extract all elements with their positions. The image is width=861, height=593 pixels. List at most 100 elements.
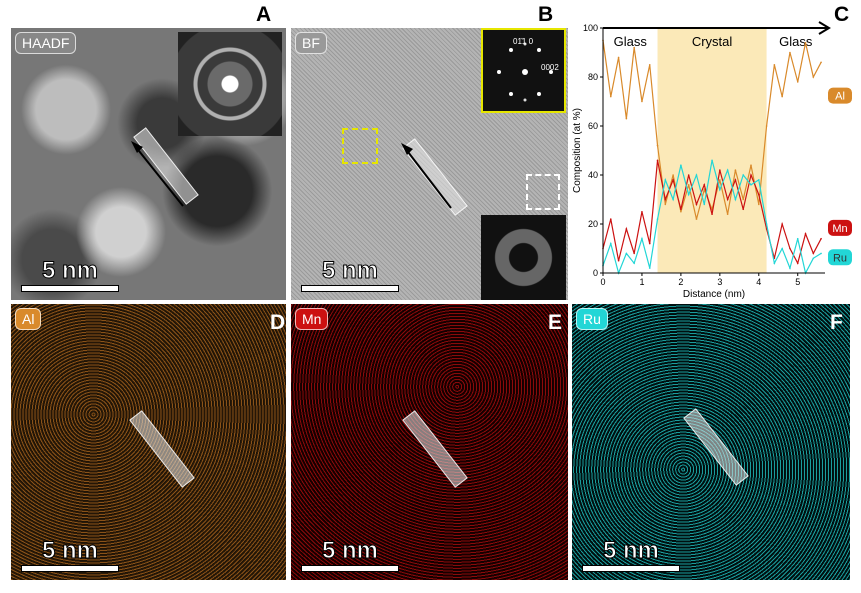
series-point-mn-4 (633, 252, 635, 255)
panel-a-letter: A (256, 3, 272, 26)
series-point-ru-19 (750, 184, 752, 186)
crystal-region-band (657, 28, 767, 273)
series-point-al-2 (617, 56, 620, 59)
series-point-mn-27 (812, 252, 815, 255)
series-point-ru-4 (633, 262, 635, 265)
series-point-mn-16 (726, 198, 729, 201)
series-point-mn-17 (734, 179, 737, 181)
panel-d-scale-label: 5 nm (41, 537, 98, 564)
series-point-mn-18 (742, 208, 745, 211)
panel-a-haadf-image: HAADF 5 nm (11, 28, 286, 300)
x-tick-label-1: 1 (639, 277, 644, 287)
series-point-ru-15 (719, 188, 721, 191)
series-point-mn-15 (719, 169, 721, 171)
series-point-al-13 (703, 188, 706, 191)
series-point-mn-11 (687, 174, 690, 176)
series-point-ru-16 (726, 169, 729, 171)
scan-direction-arrowhead (818, 21, 831, 35)
white-selection-box (526, 174, 560, 210)
y-tick-label-2: 40 (588, 170, 598, 180)
series-point-al-19 (750, 164, 752, 166)
panel-d-line-scan-marker (129, 410, 195, 488)
x-tick-label-5: 5 (795, 277, 800, 287)
series-point-mn-7 (656, 159, 659, 162)
series-point-mn-2 (617, 259, 620, 262)
panel-b-bf-image: BF 01̄1 0 0002 5 nm (291, 28, 568, 300)
diffraction-pattern-inset (178, 32, 282, 136)
series-point-ru-25 (796, 237, 799, 240)
panel-f-scale-label: 5 nm (602, 537, 659, 564)
series-point-al-9 (672, 174, 674, 176)
panel-e-element-tag: Mn (295, 308, 329, 330)
panel-b-scan-direction-arrow (401, 143, 452, 209)
panel-f-scale-line (582, 565, 680, 572)
series-point-al-12 (695, 218, 698, 220)
x-tick-label-0: 0 (600, 277, 605, 287)
series-point-al-21 (765, 125, 768, 127)
series-point-ru-28 (820, 252, 822, 255)
series-tag-ru (828, 249, 852, 266)
x-axis-label: Distance (nm) (683, 289, 745, 300)
series-point-mn-19 (750, 174, 752, 176)
panel-d-scale-line (21, 565, 119, 572)
series-point-mn-24 (789, 247, 791, 250)
panel-b-scale-line (301, 285, 399, 292)
panel-d-element-tag: Al (15, 308, 42, 330)
series-point-mn-6 (648, 242, 651, 245)
series-point-mn-5 (641, 210, 643, 213)
y-axis-label: Composition (at %) (572, 108, 583, 193)
fft-spots-top: 01̄1 0 0002 (497, 37, 559, 102)
y-tick-label-1: 20 (588, 219, 598, 229)
series-tag-label-al: Al (835, 91, 845, 103)
series-point-ru-7 (656, 218, 659, 220)
panel-c-letter: C (834, 3, 850, 26)
series-point-al-11 (687, 184, 690, 186)
composition-line-profile-chart: Glass Crystal Glass 0 1 2 3 4 5 0 20 40 60 80 100 Dista… (570, 0, 861, 300)
series-point-mn-20 (757, 193, 760, 196)
series-point-al-6 (648, 63, 651, 66)
series-point-mn-23 (781, 223, 783, 225)
series-point-mn-26 (804, 233, 807, 235)
series-point-al-17 (734, 169, 737, 171)
series-point-ru-22 (773, 262, 776, 265)
series-point-al-1 (609, 95, 612, 98)
series-point-al-10 (680, 210, 682, 213)
fft-inset-bottom (481, 215, 566, 300)
series-point-ru-6 (648, 267, 651, 269)
panel-a-scale-bar: 5 nm (21, 257, 119, 292)
panel-b-scale-label: 5 nm (321, 257, 378, 284)
y-tick-label-4: 80 (588, 72, 598, 82)
series-tag-label-mn: Mn (832, 223, 847, 235)
series-point-ru-18 (742, 174, 745, 176)
x-tick-label-3: 3 (717, 277, 722, 287)
series-point-ru-14 (711, 159, 713, 162)
series-point-ru-17 (734, 198, 737, 201)
series-point-al-7 (656, 144, 659, 147)
region-label-2: Glass (779, 34, 813, 49)
series-point-ru-5 (641, 237, 643, 240)
series-point-al-25 (796, 81, 799, 83)
series-point-ru-27 (812, 257, 815, 260)
series-point-ru-3 (625, 252, 628, 255)
series-point-ru-20 (757, 179, 760, 181)
panel-a-scale-label: 5 nm (41, 257, 98, 284)
series-point-ru-23 (781, 247, 783, 250)
composition-chart-svg: Glass Crystal Glass 0 1 2 3 4 5 0 20 40 60 80 100 Dista… (572, 21, 852, 300)
panel-d-letter: D (270, 311, 286, 334)
series-point-al-22 (773, 63, 776, 66)
panel-b-scale-bar: 5 nm (301, 257, 399, 292)
series-point-ru-24 (789, 267, 791, 269)
series-point-ru-21 (765, 223, 768, 225)
series-point-ru-11 (687, 193, 690, 196)
panel-b-letter: B (538, 3, 554, 26)
panel-e-scale-label: 5 nm (321, 537, 378, 564)
x-tick-label-4: 4 (756, 277, 761, 287)
series-point-ru-12 (695, 174, 698, 176)
series-point-ru-13 (703, 203, 706, 206)
series-point-al-20 (757, 203, 760, 206)
series-point-ru-10 (680, 164, 682, 166)
y-tick-label-3: 60 (588, 121, 598, 131)
panel-b-mode-tag: BF (295, 32, 327, 54)
series-point-ru-9 (672, 198, 674, 201)
series-point-al-16 (726, 213, 729, 215)
